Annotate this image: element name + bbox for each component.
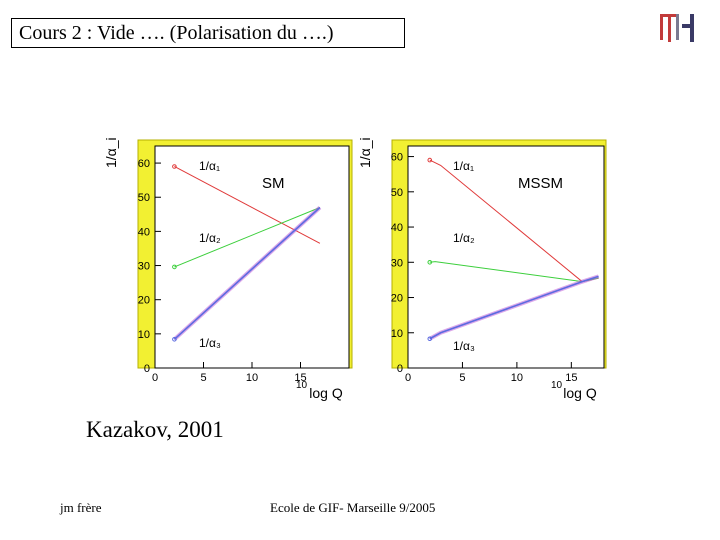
series-start-marker <box>172 164 177 169</box>
plot-area <box>154 145 350 369</box>
series-start-marker <box>172 337 177 342</box>
y-tick-label: 30 <box>391 257 403 269</box>
series-label: 1/α₂ <box>453 231 475 245</box>
y-tick-label: 50 <box>391 187 403 199</box>
x-tick-label: 0 <box>152 372 158 384</box>
x-tick-label: 15 <box>294 372 306 384</box>
series-label: 1/α₃ <box>453 339 475 353</box>
slide-title-box: Cours 2 : Vide …. (Polarisation du ….) <box>11 18 405 48</box>
x-tick-label: 10 <box>511 372 523 384</box>
footer-author: jm frère <box>60 500 102 515</box>
series-line <box>173 206 321 340</box>
series-label: 1/α₃ <box>199 336 221 350</box>
y-tick-label: 40 <box>138 226 150 238</box>
y-tick-label: 20 <box>138 295 150 307</box>
institute-logo <box>660 14 694 42</box>
y-tick-label: 0 <box>397 363 403 375</box>
y-tick-label: 40 <box>391 222 403 234</box>
x-tick-label: 5 <box>459 372 465 384</box>
series-start-marker <box>427 336 433 342</box>
y-tick-label: 10 <box>391 328 403 340</box>
x-tick-label: 10 <box>246 372 258 384</box>
series-label: 1/α₂ <box>199 231 221 245</box>
series-label: 1/α₁ <box>453 159 474 173</box>
series-start-marker <box>172 264 177 270</box>
y-tick-label: 30 <box>138 261 150 273</box>
chart-title: MSSM <box>518 175 563 192</box>
series-label: 1/α₁ <box>199 159 220 173</box>
figure-caption: Kazakov, 2001 <box>86 417 224 442</box>
slide-title: Cours 2 : Vide …. (Polarisation du ….) <box>19 22 334 44</box>
x-axis-label-superscript: 10 <box>551 380 563 391</box>
plot-area <box>407 145 605 369</box>
series-line <box>429 275 599 340</box>
footer-event: Ecole de GIF- Marseille 9/2005 <box>270 500 436 515</box>
chart-title: SM <box>262 175 285 192</box>
y-tick-label: 60 <box>138 158 150 170</box>
x-tick-label: 15 <box>565 372 577 384</box>
x-axis-label: log Q <box>309 385 343 401</box>
series-start-marker <box>427 157 433 163</box>
series-line <box>174 207 321 268</box>
series-start-marker <box>427 259 433 265</box>
y-tick-label: 20 <box>391 293 403 305</box>
y-tick-label: 60 <box>391 152 403 164</box>
x-tick-label: 0 <box>405 372 411 384</box>
y-tick-label: 0 <box>144 363 150 375</box>
x-axis-label: log Q <box>563 385 597 401</box>
y-tick-label: 50 <box>138 192 150 204</box>
x-tick-label: 5 <box>200 372 206 384</box>
x-axis-label-superscript: 10 <box>296 380 308 391</box>
y-tick-label: 10 <box>138 329 150 341</box>
y-axis-label: 1/α_i <box>357 137 373 168</box>
y-axis-label: 1/α_i <box>103 137 119 168</box>
